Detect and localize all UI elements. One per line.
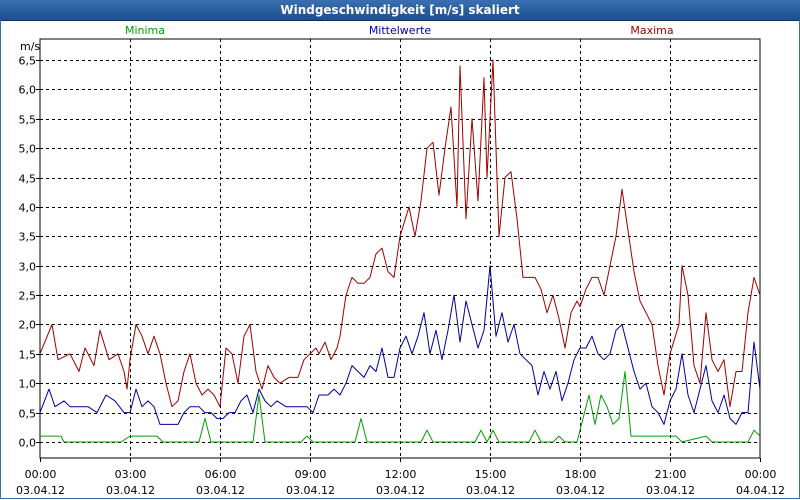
y-tick-label: 3,5 — [19, 231, 37, 244]
x-tick-time: 00:00 — [745, 468, 777, 481]
chart-title: Windgeschwindigkeit [m/s] skaliert — [280, 3, 520, 17]
series-line-minima — [40, 371, 761, 443]
y-tick-label: 5,5 — [19, 114, 37, 127]
x-tick-date: 03.04.12 — [646, 484, 695, 497]
y-tick-label: 4,0 — [19, 202, 37, 215]
y-tick-label: 3,0 — [19, 261, 37, 274]
x-tick-time: 18:00 — [565, 468, 597, 481]
x-tick-date: 03.04.12 — [376, 484, 425, 497]
y-tick-label: 0,0 — [19, 437, 37, 450]
y-tick-label: 5,0 — [19, 143, 37, 156]
series-line-mittelwerte — [39, 265, 761, 425]
x-tick-time: 15:00 — [475, 468, 507, 481]
x-tick-date: 03.04.12 — [196, 484, 245, 497]
x-tick-time: 09:00 — [295, 468, 327, 481]
x-tick-date: 04.04.12 — [736, 484, 785, 497]
series-line-maxima — [39, 59, 761, 408]
legend-maxima: Maxima — [630, 24, 673, 37]
x-tick-date: 03.04.12 — [466, 484, 515, 497]
legend-mittelwerte: Mittelwerte — [369, 24, 432, 37]
x-tick-time: 06:00 — [205, 468, 237, 481]
y-axis-label: m/s — [20, 40, 40, 53]
x-tick-time: 03:00 — [115, 468, 147, 481]
y-tick-label: 1,5 — [19, 349, 37, 362]
y-tick-label: 6,5 — [19, 55, 37, 68]
legend-minima: Minima — [125, 24, 165, 37]
x-tick-time: 12:00 — [385, 468, 417, 481]
y-tick-label: 2,0 — [19, 319, 37, 332]
y-tick-label: 1,0 — [19, 378, 37, 391]
y-tick-label: 2,5 — [19, 290, 37, 303]
y-tick-label: 0,5 — [19, 408, 37, 421]
x-tick-date: 03.04.12 — [16, 484, 65, 497]
x-tick-time: 00:00 — [25, 468, 57, 481]
x-tick-date: 03.04.12 — [286, 484, 335, 497]
y-tick-label: 4,5 — [19, 173, 37, 186]
x-tick-date: 03.04.12 — [556, 484, 605, 497]
chart-title-bar: Windgeschwindigkeit [m/s] skaliert — [0, 0, 800, 21]
x-tick-date: 03.04.12 — [106, 484, 155, 497]
x-tick-time: 21:00 — [655, 468, 687, 481]
y-tick-label: 6,0 — [19, 84, 37, 97]
